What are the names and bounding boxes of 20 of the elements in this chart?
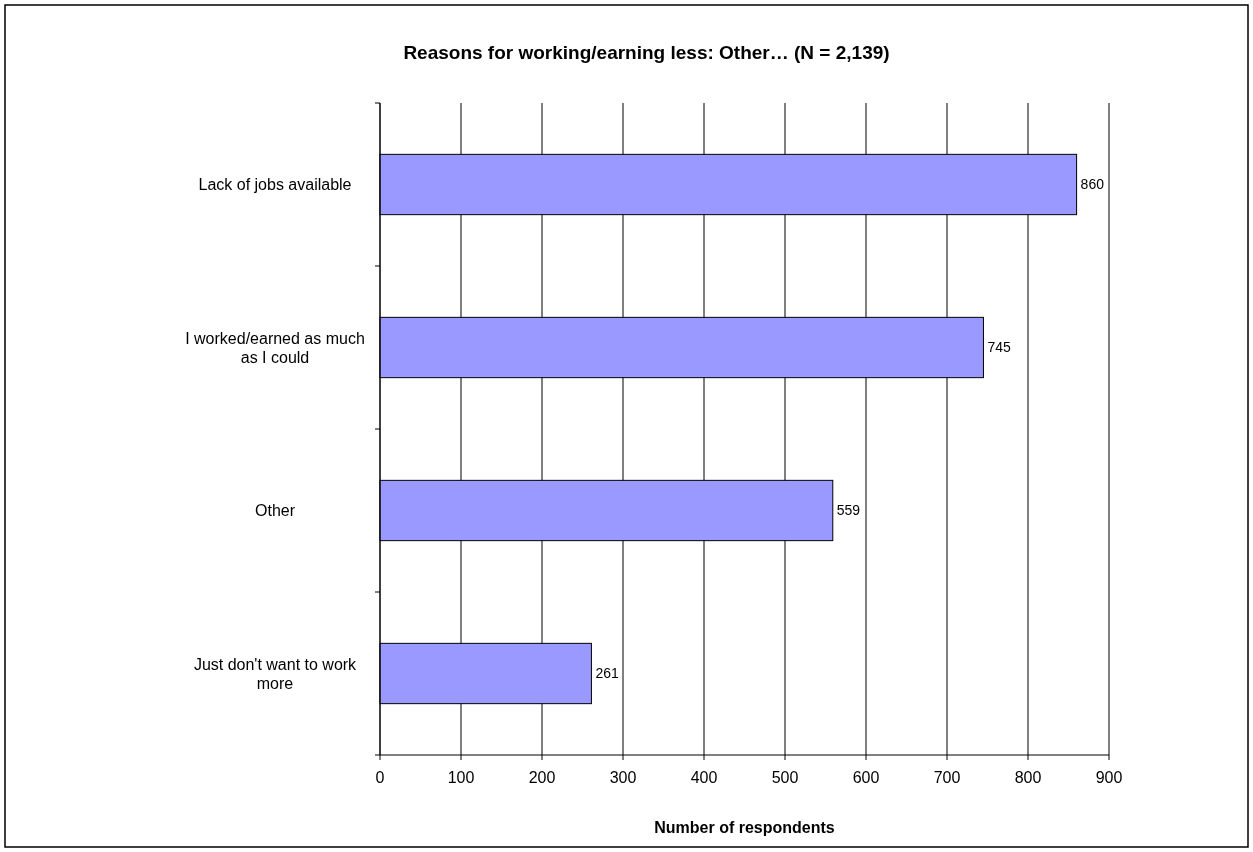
x-tick-label: 400 [690, 769, 718, 786]
y-tick-label: I worked/earned as much as I could [185, 329, 365, 366]
data-label: 745 [987, 339, 1012, 356]
y-tick-label: Lack of jobs available [198, 176, 352, 194]
y-tick-label: Just don't want to work more [193, 655, 358, 692]
y-tick-label: Other [254, 502, 296, 520]
x-tick-label: 100 [447, 769, 475, 786]
x-axis-title: Number of respondents [654, 819, 835, 836]
x-tick-label: 600 [852, 769, 880, 786]
x-tick-label: 800 [1014, 769, 1042, 786]
data-label: 261 [595, 665, 619, 682]
x-tick-label: 900 [1095, 769, 1123, 786]
data-label: 559 [836, 502, 861, 519]
chart-title: Reasons for working/earning less: Other… (N = 2,139) [403, 42, 890, 63]
x-tick-label: 300 [609, 769, 637, 786]
x-tick-label: 500 [771, 769, 799, 786]
x-tick-label: 0 [375, 769, 385, 786]
data-label: 860 [1080, 176, 1105, 193]
x-tick-label: 200 [528, 769, 556, 786]
x-tick-label: 700 [933, 769, 961, 786]
